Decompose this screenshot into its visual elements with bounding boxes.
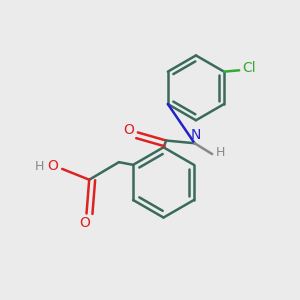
Text: O: O [123, 123, 134, 137]
Text: O: O [47, 159, 58, 173]
Text: N: N [191, 128, 201, 142]
Text: H: H [34, 160, 44, 173]
Text: Cl: Cl [242, 61, 255, 75]
Text: H: H [216, 146, 225, 159]
Text: O: O [79, 216, 90, 230]
